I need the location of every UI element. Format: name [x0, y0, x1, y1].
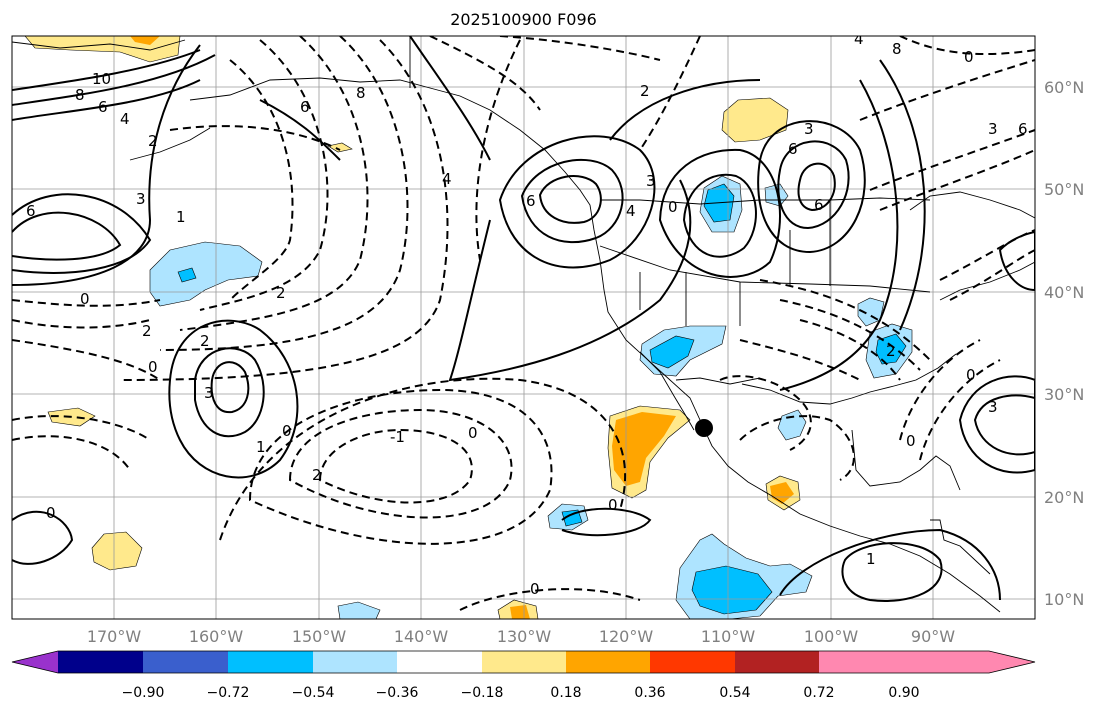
contour-label: 2 [640, 82, 650, 100]
lon-tick-label: 110°W [701, 627, 756, 646]
contour-label: 0 [608, 496, 618, 514]
contour-label: 2 [142, 322, 152, 340]
contour-label: 4 [120, 110, 130, 128]
lat-tick-label: 10°N [1044, 590, 1084, 609]
contour-label: 6 [526, 192, 536, 210]
colorbar-segment [228, 651, 313, 673]
map-title: 2025100900 F096 [450, 10, 597, 29]
contour-label: 4 [442, 170, 452, 188]
contour-label: 6 [814, 196, 824, 214]
contour-label: 0 [906, 432, 916, 450]
colorbar-segment [143, 651, 228, 673]
contour-label: 6 [300, 98, 310, 116]
colorbar-tick-label: −0.18 [461, 685, 504, 701]
contour-label: 8 [75, 86, 85, 104]
lat-tick-label: 40°N [1044, 283, 1084, 302]
colorbar-tick-label: 0.54 [719, 685, 750, 701]
colorbar-tick-label: 0.90 [888, 685, 919, 701]
colorbar-segment [735, 651, 819, 673]
contour-label: 6 [98, 98, 108, 116]
contour-label: 0 [964, 48, 974, 66]
location-marker [695, 419, 713, 437]
contour-label: 0 [282, 422, 292, 440]
colorbar-tick-label: 0.72 [803, 685, 834, 701]
contour-label: 0 [966, 366, 976, 384]
colorbar-outline [11, 650, 1036, 674]
contour-label: 6 [788, 140, 798, 158]
contour-label: 3 [136, 190, 146, 208]
contour-label: 3 [804, 120, 814, 138]
colorbar-segment [313, 651, 397, 673]
contour-label: 6 [26, 202, 36, 220]
contour-label: 2 [148, 132, 158, 150]
lon-tick-label: 170°W [87, 627, 142, 646]
colorbar: −0.90 −0.72 −0.54 −0.36 −0.18 0.18 0.36 … [11, 650, 1036, 701]
contour-label: 2 [312, 466, 322, 484]
colorbar-segment [482, 651, 566, 673]
contour-label: 3 [204, 384, 214, 402]
lon-tick-label: 100°W [804, 627, 859, 646]
contour-label: 4 [854, 30, 864, 48]
colorbar-segment [819, 651, 904, 673]
contour-label: 8 [892, 40, 902, 58]
contour-label: 2 [200, 332, 210, 350]
positive-contours [12, 36, 1035, 602]
shaded-regions [24, 36, 913, 619]
colorbar-tick-label: −0.90 [122, 685, 165, 701]
colorbar-tick-label: 0.36 [634, 685, 665, 701]
contour-label: 1 [256, 438, 266, 456]
colorbar-tick-label: −0.36 [376, 685, 419, 701]
contour-label: 3 [988, 120, 998, 138]
colorbar-tick-label: −0.72 [207, 685, 250, 701]
contour-label: 1 [176, 208, 186, 226]
colorbar-tick-label: −0.54 [292, 685, 335, 701]
colorbar-tick-label: 0.18 [550, 685, 581, 701]
lon-tick-label: 160°W [189, 627, 244, 646]
contour-labels: 10 8 6 4 2 6 3 1 0 2 2 3 0 1 2 0 -1 0 0 … [26, 30, 1028, 598]
lon-tick-label: 150°W [292, 627, 347, 646]
longitude-axis: 170°W 160°W 150°W 140°W 130°W 120°W 110°… [87, 627, 955, 646]
contour-label: 2 [886, 342, 896, 360]
lon-tick-label: 90°W [911, 627, 955, 646]
map-frame [11, 35, 1036, 620]
contour-label: 6 [1018, 120, 1028, 138]
contour-label: 0 [530, 580, 540, 598]
colorbar-segment [566, 651, 650, 673]
colorbar-segment [58, 651, 143, 673]
lon-tick-label: 120°W [599, 627, 654, 646]
lat-tick-label: 60°N [1044, 78, 1084, 97]
contour-label: 0 [468, 424, 478, 442]
contour-label: 0 [80, 290, 90, 308]
colorbar-low-extend [12, 651, 58, 673]
colorbar-segment [650, 651, 735, 673]
contour-label: -1 [390, 428, 405, 446]
contour-label: 1 [866, 550, 876, 568]
colorbar-segment [397, 651, 482, 673]
contour-label: 2 [276, 284, 286, 302]
latitude-axis: 60°N 50°N 40°N 30°N 20°N 10°N [1044, 78, 1084, 609]
contour-label: 0 [46, 504, 56, 522]
lon-tick-label: 130°W [497, 627, 552, 646]
colorbar-high-extend [904, 651, 1035, 673]
map-body: 10 8 6 4 2 6 3 1 0 2 2 3 0 1 2 0 -1 0 0 … [12, 30, 1035, 619]
contour-label: 10 [92, 70, 111, 88]
lat-tick-label: 50°N [1044, 180, 1084, 199]
contour-label: 3 [646, 172, 656, 190]
negative-contours [12, 36, 1035, 611]
contour-label: 0 [148, 358, 158, 376]
lat-tick-label: 30°N [1044, 385, 1084, 404]
contour-label: 0 [668, 198, 678, 216]
contour-label: 4 [626, 202, 636, 220]
contour-label: 3 [988, 398, 998, 416]
lon-tick-label: 140°W [394, 627, 449, 646]
lat-tick-label: 20°N [1044, 488, 1084, 507]
contour-label: 8 [356, 84, 366, 102]
